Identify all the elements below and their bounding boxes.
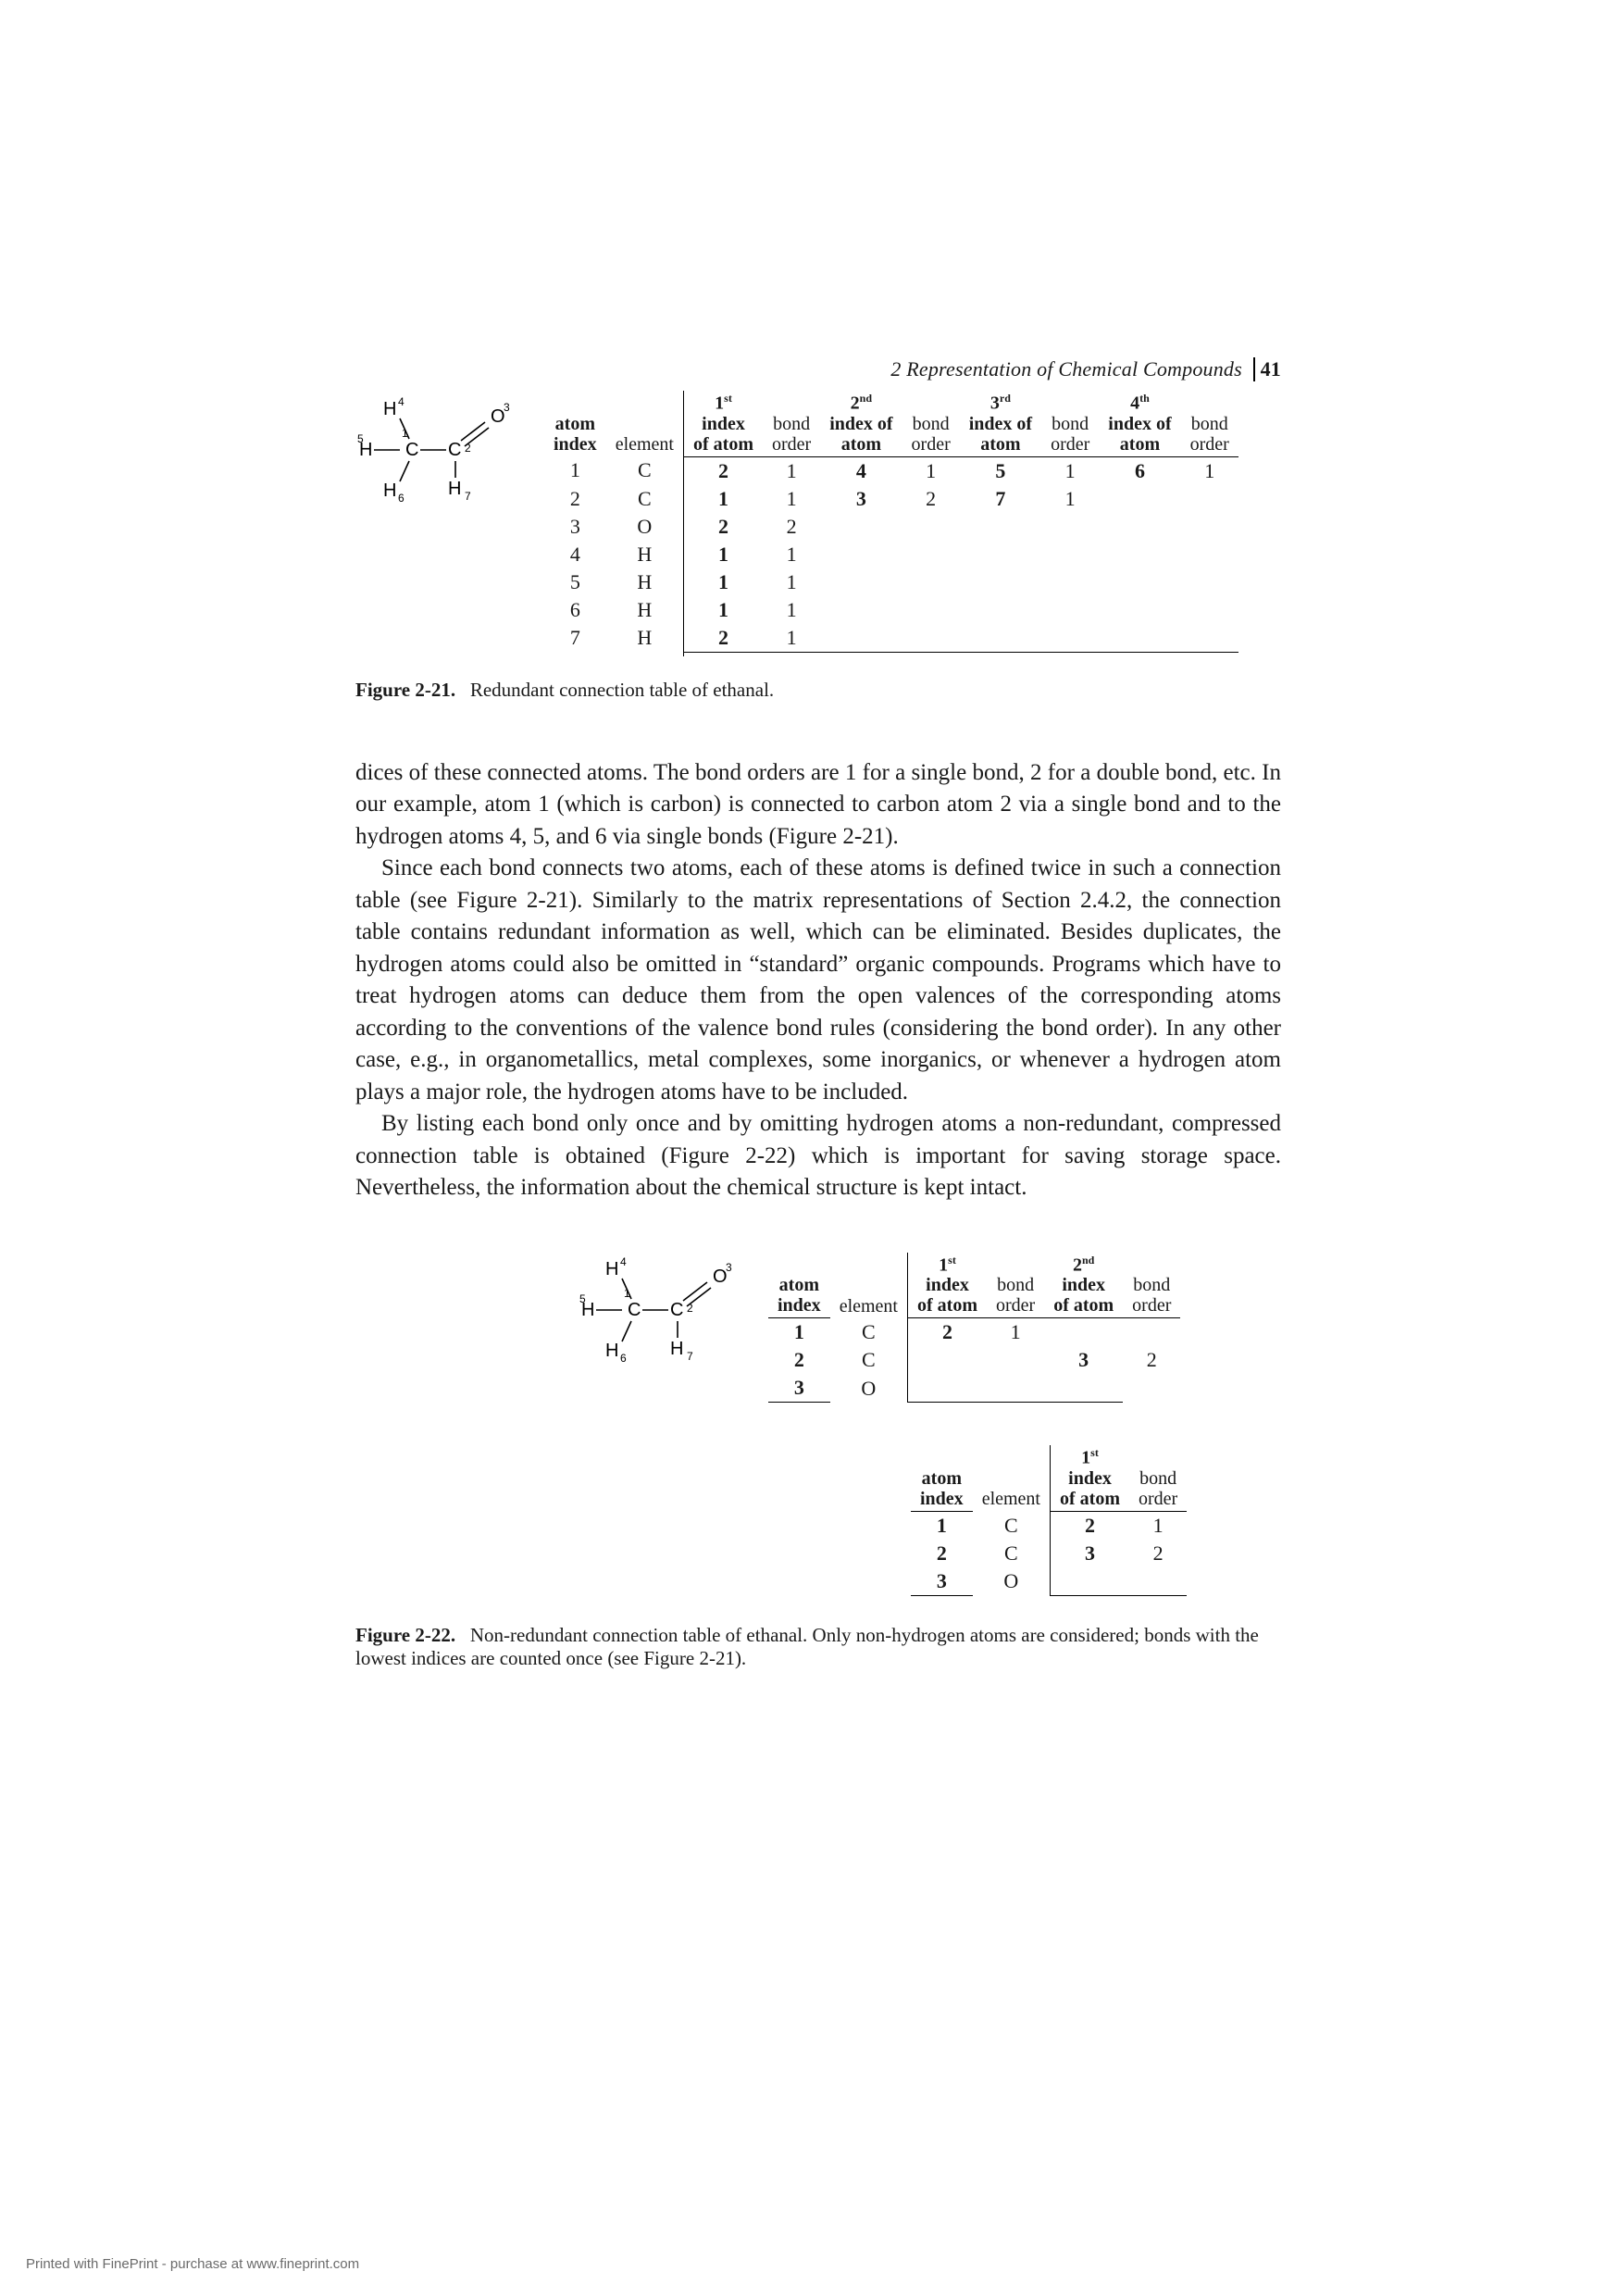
table-row: 6H11	[544, 596, 1238, 624]
svg-text:7: 7	[465, 490, 471, 503]
svg-text:2: 2	[465, 442, 471, 455]
paragraph-1: dices of these connected atoms. The bond…	[355, 757, 1281, 854]
running-head: 2 Representation of Chemical Compounds 4…	[355, 357, 1281, 381]
table-row: 3O22	[544, 513, 1238, 541]
section-title: 2 Representation of Chemical Compounds	[890, 357, 1242, 381]
svg-text:3: 3	[504, 401, 510, 414]
page-number: 41	[1261, 357, 1281, 381]
table-row: 5H11	[544, 568, 1238, 596]
svg-text:C: C	[448, 440, 461, 460]
table-row: 2C113271	[544, 485, 1238, 513]
svg-text:5: 5	[579, 1292, 586, 1305]
svg-text:2: 2	[687, 1302, 693, 1315]
figure-2-22-caption: Figure 2-22. Non-redundant connection ta…	[355, 1624, 1281, 1670]
svg-text:3: 3	[726, 1261, 732, 1274]
fineprint-footer: Printed with FinePrint - purchase at www…	[26, 2256, 359, 2272]
paragraph-3: By listing each bond only once and by om…	[355, 1108, 1281, 1204]
table-row: 7H21	[544, 624, 1238, 653]
svg-text:C: C	[405, 440, 418, 460]
ethanal-structure-small: H4 C1 C2 O3 H5 H6 H7	[578, 1253, 744, 1364]
svg-text:H: H	[383, 480, 396, 501]
body-text: dices of these connected atoms. The bond…	[355, 757, 1281, 1204]
svg-text:C: C	[628, 1300, 641, 1320]
table-row: 1C21	[911, 1511, 1187, 1540]
table-row: 4H11	[544, 541, 1238, 568]
svg-text:5: 5	[357, 432, 364, 445]
svg-text:1: 1	[402, 427, 408, 440]
svg-text:C: C	[670, 1300, 683, 1320]
table-row: 3O	[911, 1567, 1187, 1596]
figure-2-22-block: H4 C1 C2 O3 H5 H6 H7 atomindex element 1…	[578, 1253, 1281, 1596]
figure-2-21-caption: Figure 2-21. Redundant connection table …	[355, 679, 1281, 702]
paragraph-2: Since each bond connects two atoms, each…	[355, 853, 1281, 1108]
ethanal-structure-full: H4 C1 C2 O3 H5 H6 H7	[355, 391, 522, 511]
svg-text:H: H	[670, 1339, 683, 1359]
svg-text:6: 6	[398, 492, 404, 505]
figure-2-21-block: H4 C1 C2 O3 H5 H6 H7 atomindex element 1…	[355, 391, 1281, 656]
table-row: 2C32	[911, 1540, 1187, 1567]
figure-2-22-table-b: atomindex element 1stindexof atom bondor…	[911, 1445, 1187, 1596]
table-row: 2C32	[768, 1346, 1180, 1374]
table-row: 3O	[768, 1374, 1180, 1403]
table-row: 1C21	[768, 1318, 1180, 1347]
svg-text:1: 1	[624, 1287, 630, 1300]
svg-text:6: 6	[620, 1352, 627, 1364]
svg-text:H: H	[605, 1259, 618, 1279]
svg-text:7: 7	[687, 1350, 693, 1363]
svg-text:4: 4	[620, 1255, 627, 1268]
table-row: 1C21415161	[544, 456, 1238, 485]
svg-text:H: H	[448, 479, 461, 499]
figure-2-21-table: atomindex element 1stindexof atom bondor…	[544, 391, 1238, 656]
figure-2-22-table-a: atomindex element 1stindexof atom bondor…	[768, 1253, 1180, 1404]
svg-text:4: 4	[398, 395, 404, 408]
svg-text:H: H	[383, 399, 396, 419]
svg-text:H: H	[605, 1341, 618, 1361]
